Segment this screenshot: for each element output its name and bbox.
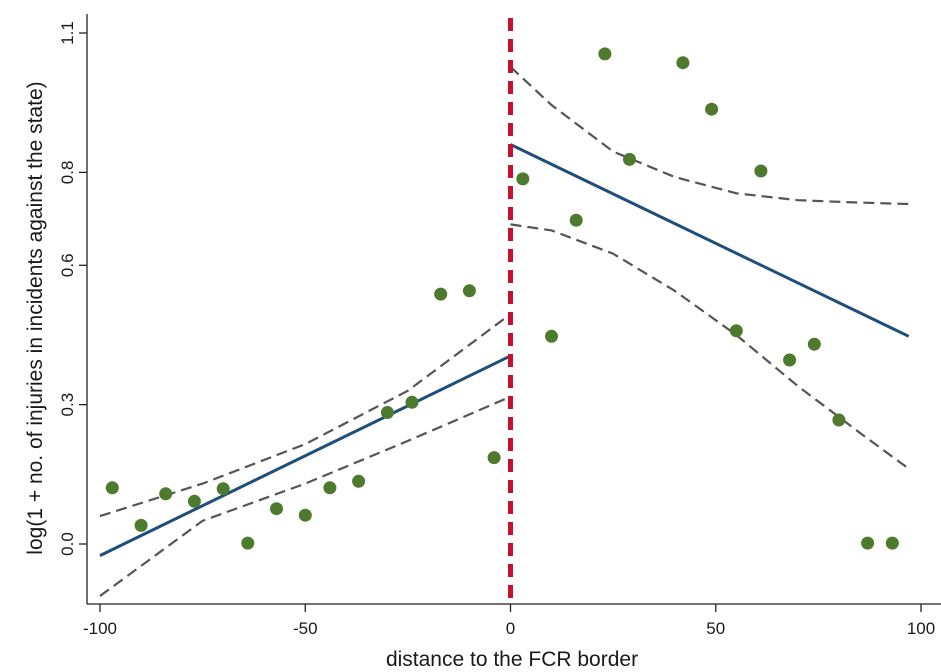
data-point [434,287,448,301]
x-tick-label: -100 [83,619,117,638]
y-tick-label: 0.3 [58,393,77,417]
data-point [323,481,337,495]
x-axis-title: distance to the FCR border [386,648,638,671]
y-tick-label: 0.6 [58,253,77,277]
x-tick-label: -50 [293,619,318,638]
data-point [598,47,612,61]
y-tick-label: 0.8 [58,161,77,185]
data-point [159,487,173,501]
data-point [623,152,636,166]
data-point [516,172,530,186]
x-tick-label: 50 [706,619,725,638]
ticks: -100 -50 0 50 100 0.0 0.3 0.6 0.8 1.1 [58,21,935,638]
y-axis-title: log(1 + no. of injuries in incidents aga… [24,81,47,554]
data-point [241,536,255,550]
ci-lower-right [510,223,910,470]
data-point [270,502,283,516]
data-point [861,536,875,550]
data-point [187,494,201,508]
data-point [352,474,366,488]
data-point [134,518,148,532]
ci-upper-left [99,313,512,518]
y-tick-label: 0.0 [58,532,77,556]
data-point [885,536,899,550]
data-point [569,213,583,227]
data-point [705,102,719,116]
data-point [105,481,119,495]
data-point [754,164,768,178]
x-tick-label: 100 [907,619,935,638]
data-point [807,337,821,351]
x-tick-label: 0 [506,619,515,638]
axes [86,14,941,605]
data-point [487,451,501,465]
data-point [729,324,743,338]
data-point [462,284,476,298]
data-point [298,508,312,522]
plot-area [99,18,910,602]
ci-lower-left [99,395,511,597]
y-tick-label: 1.1 [58,21,77,45]
ci-upper-right [509,66,909,206]
data-point [783,353,797,367]
fit-line-left [99,354,512,557]
data-point [545,329,558,343]
fit-line-right [509,143,910,338]
data-point [676,56,690,70]
data-point [216,482,230,496]
data-point [405,395,419,409]
data-point [380,406,394,419]
data-point [832,413,846,427]
